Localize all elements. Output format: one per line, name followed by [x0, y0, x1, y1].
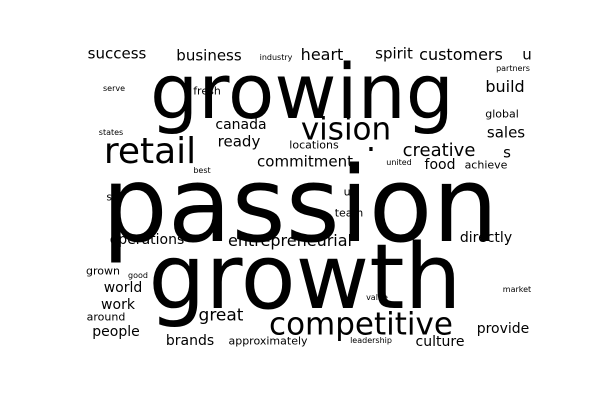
word-creative: creative: [402, 140, 476, 161]
word-provide: provide: [476, 321, 530, 337]
word-partners: partners: [496, 64, 530, 73]
word-good: good: [128, 271, 148, 280]
word-business: business: [176, 46, 242, 65]
word-food: food: [424, 157, 456, 173]
word-united: united: [386, 158, 412, 167]
word-canada: canada: [215, 117, 267, 133]
word-work: work: [101, 297, 135, 313]
word-dot: .: [365, 121, 377, 159]
word-serve: serve: [102, 84, 126, 93]
word-value: value: [366, 293, 388, 302]
word-u: u: [522, 45, 532, 64]
word-team: team: [334, 206, 364, 220]
word-culture: culture: [415, 334, 465, 350]
word-great: great: [198, 305, 244, 326]
word-s: s: [503, 143, 511, 162]
word-world: world: [103, 280, 143, 296]
word-grown: grown: [86, 264, 120, 278]
word-retail: retail: [103, 131, 197, 172]
word-market: market: [502, 285, 532, 294]
word-passion: passion: [101, 144, 499, 266]
word-competitive: competitive: [269, 306, 453, 343]
word-build: build: [485, 77, 525, 96]
word-six: six: [106, 190, 122, 204]
word-fresh: fresh: [193, 84, 221, 98]
word-states: states: [98, 128, 124, 137]
word-directly: directly: [459, 230, 513, 246]
word-growing: growing: [150, 47, 454, 136]
word-entrepreneurial: entrepreneurial: [228, 231, 352, 250]
word-around: around: [86, 310, 126, 324]
word-leadership: leadership: [350, 336, 392, 345]
word-vision: vision: [300, 111, 392, 148]
word-heart: heart: [300, 45, 344, 64]
word-sales: sales: [486, 123, 526, 142]
word-industry: industry: [259, 53, 293, 62]
word-commitment: commitment: [257, 152, 353, 171]
word-brands: brands: [165, 333, 215, 349]
word-us: us: [343, 185, 357, 199]
word-global: global: [485, 107, 519, 121]
word-success: success: [87, 44, 147, 63]
word-operations: operations: [109, 232, 185, 248]
word-best: best: [193, 166, 211, 175]
word-people: people: [92, 324, 140, 340]
word-locations: locations: [289, 138, 339, 152]
word-spirit: spirit: [375, 44, 413, 63]
word-customers: customers: [419, 45, 503, 64]
word-achieve: achieve: [464, 158, 508, 172]
word-growth: growth: [148, 225, 462, 330]
word-approximately: approximately: [228, 334, 308, 348]
word-ready: ready: [217, 132, 261, 151]
